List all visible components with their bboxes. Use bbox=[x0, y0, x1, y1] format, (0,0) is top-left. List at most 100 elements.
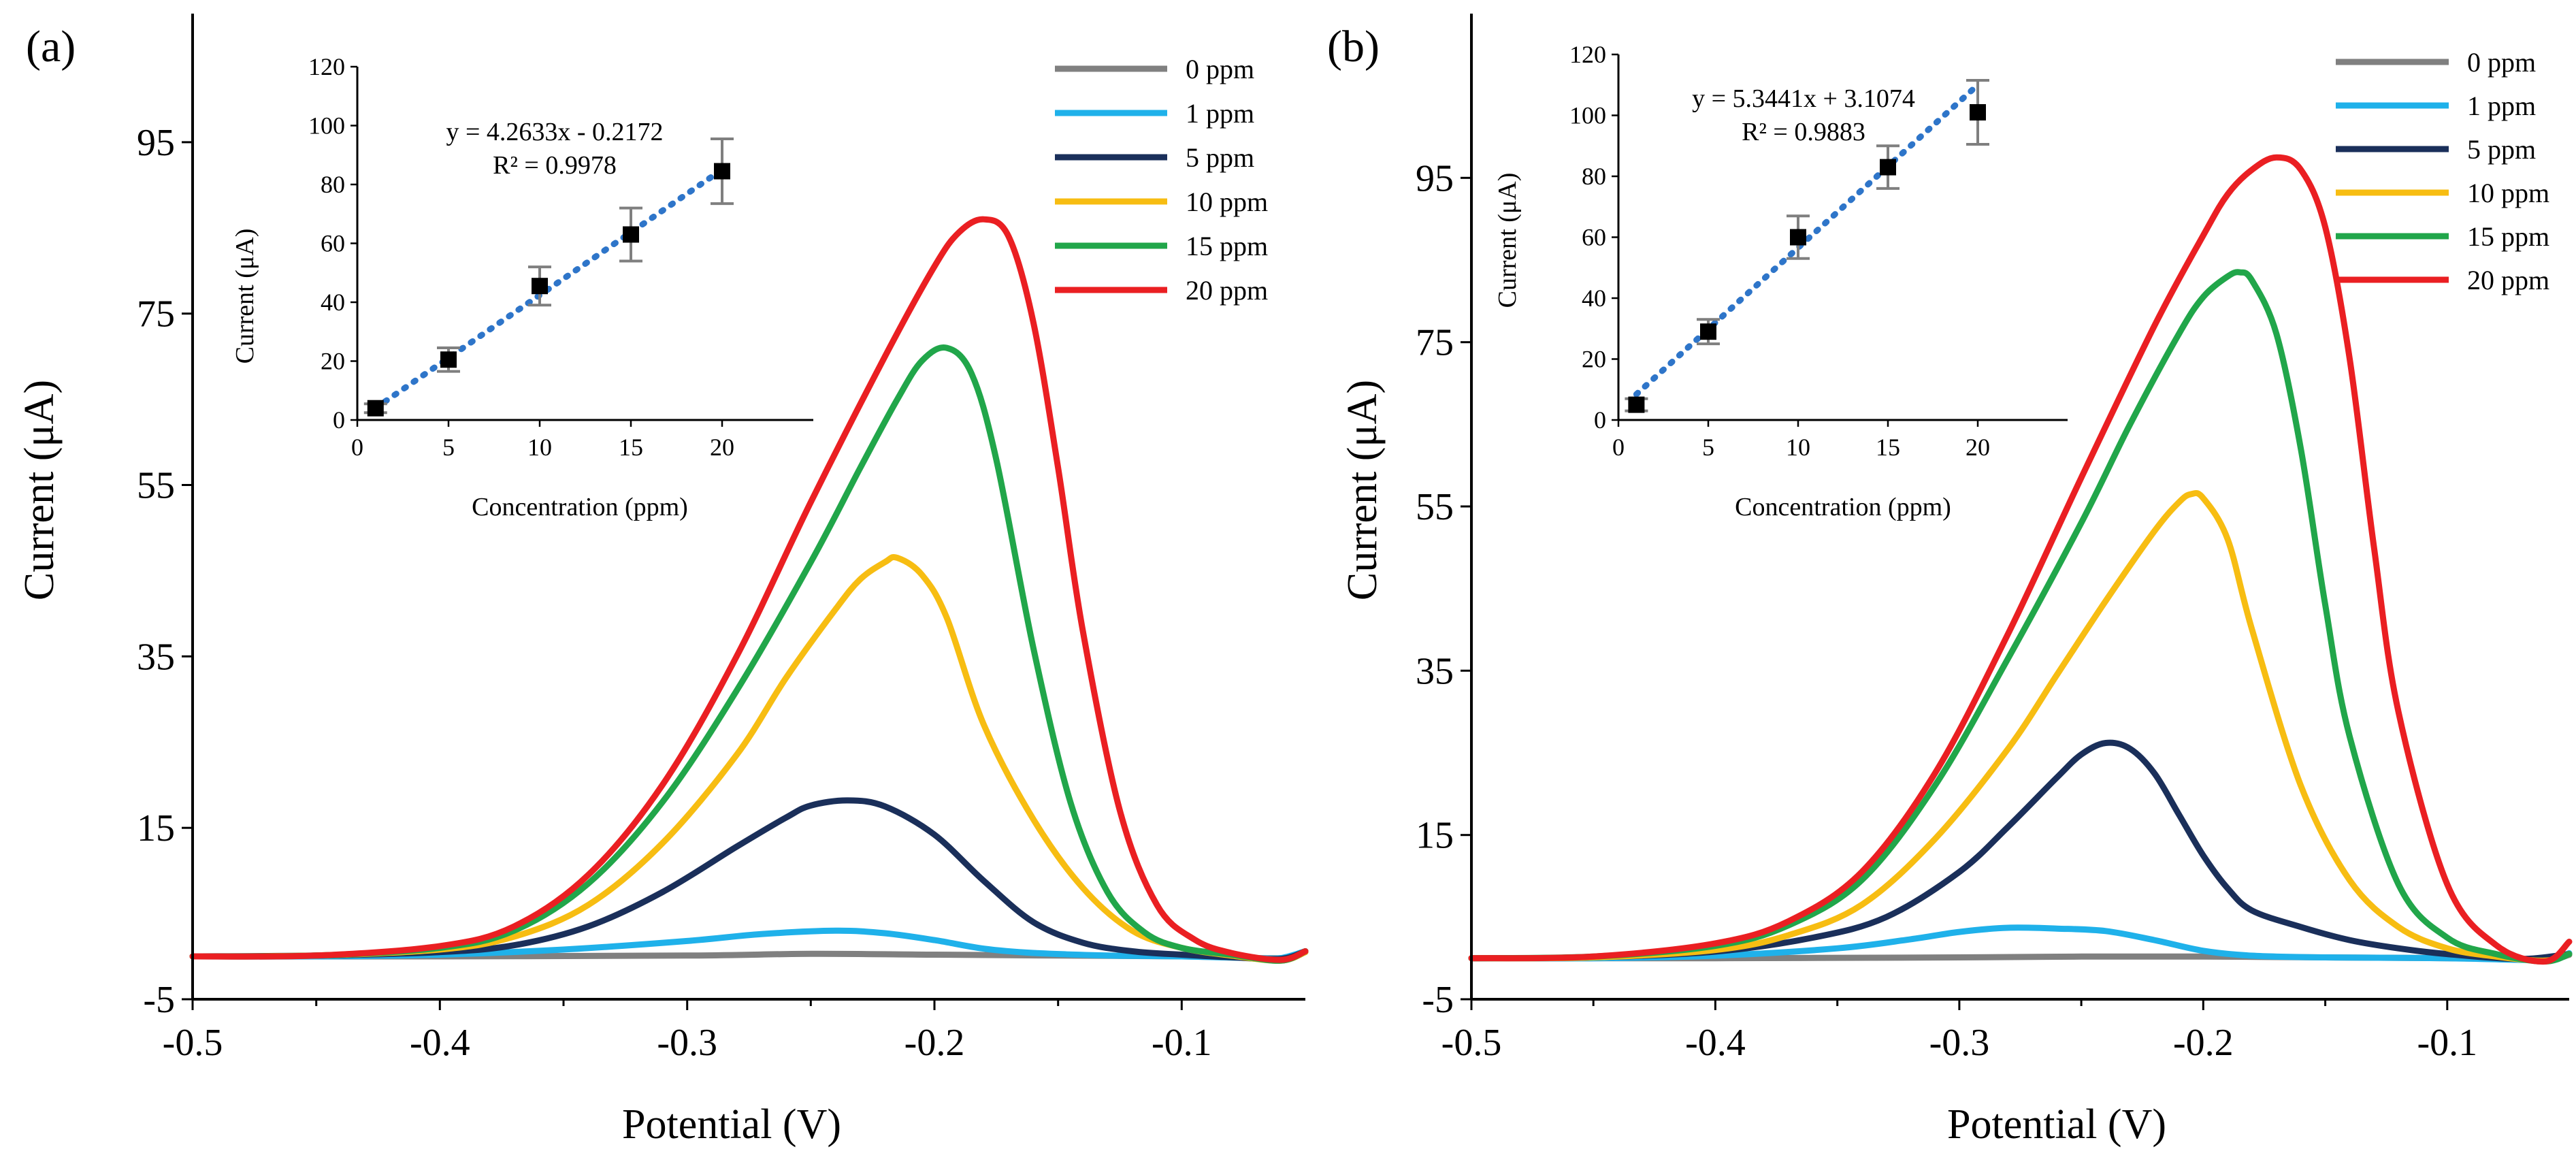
panel-b-label: (b) bbox=[1327, 22, 1380, 71]
inset-y-tick-label: 20 bbox=[1582, 346, 1606, 373]
inset-b-ticks bbox=[1612, 53, 1979, 427]
y-tick-label: 15 bbox=[1416, 815, 1454, 857]
y-tick-label: 35 bbox=[1416, 650, 1454, 692]
series-line-10-ppm bbox=[189, 553, 1309, 964]
panel-a-label: (a) bbox=[26, 22, 76, 71]
inset-b-y-axis-label: Current (μA) bbox=[1493, 173, 1522, 308]
inset-x-tick-label: 15 bbox=[619, 434, 643, 461]
inset-data-point bbox=[1880, 159, 1896, 176]
legend-entry: 20 ppm bbox=[1186, 275, 1268, 306]
y-tick-label: 95 bbox=[137, 122, 175, 164]
panel-a-y-axis-label: Current (μA) bbox=[16, 380, 63, 600]
panel-a-axes bbox=[191, 14, 1305, 1001]
inset-x-tick-label: 10 bbox=[1786, 434, 1810, 461]
inset-y-tick-label: 80 bbox=[1582, 163, 1606, 190]
panel-a-x-tick-labels: -0.5 -0.4 -0.3 -0.2 -0.1 bbox=[163, 1022, 1212, 1064]
legend-entry: 15 ppm bbox=[1186, 231, 1268, 261]
inset-y-tick-label: 60 bbox=[321, 230, 345, 257]
inset-y-tick-label: 0 bbox=[1594, 406, 1606, 434]
inset-x-tick-label: 0 bbox=[1612, 434, 1625, 461]
legend-entry: 0 ppm bbox=[2467, 47, 2536, 78]
inset-b-x-axis-label: Concentration (ppm) bbox=[1735, 493, 1951, 521]
y-tick-label: -5 bbox=[1422, 979, 1454, 1021]
inset-b-axes bbox=[1617, 54, 2068, 421]
inset-b-data bbox=[1625, 79, 1989, 413]
inset-y-tick-label: 20 bbox=[321, 348, 345, 375]
panel-b-axes bbox=[1470, 14, 2569, 1001]
inset-y-tick-label: 40 bbox=[321, 289, 345, 316]
y-tick-label: 75 bbox=[1416, 322, 1454, 364]
panel-a-plot-series bbox=[189, 216, 1309, 964]
x-tick-label: -0.3 bbox=[1929, 1022, 1990, 1064]
inset-data-point bbox=[440, 351, 457, 368]
x-tick-label: -0.4 bbox=[1685, 1022, 1746, 1064]
inset-a-y-tick-labels: 0 20 40 60 80 100 120 bbox=[308, 53, 345, 434]
inset-fit-line bbox=[372, 166, 725, 411]
inset-a-data bbox=[363, 137, 734, 417]
inset-a-axes bbox=[356, 67, 813, 421]
y-tick-label: 15 bbox=[137, 807, 175, 849]
panel-b-inset-calibration: 0 20 40 60 80 100 120 0 5 10 15 20 Curre… bbox=[1493, 41, 2068, 521]
inset-y-tick-label: 120 bbox=[308, 53, 345, 80]
series-line-5-ppm bbox=[189, 797, 1309, 962]
inset-data-point bbox=[714, 163, 730, 180]
legend-entry: 10 ppm bbox=[1186, 187, 1268, 217]
x-tick-label: -0.2 bbox=[904, 1022, 965, 1064]
inset-y-tick-label: 0 bbox=[333, 406, 345, 434]
series-line-10-ppm bbox=[1468, 489, 2573, 964]
inset-x-tick-label: 15 bbox=[1876, 434, 1900, 461]
x-tick-label: -0.5 bbox=[1441, 1022, 1502, 1064]
inset-data-point bbox=[1700, 323, 1716, 340]
inset-data-point bbox=[1628, 396, 1645, 413]
series-line-1-ppm bbox=[1468, 924, 2573, 963]
panel-b-axis-ticks bbox=[1461, 176, 2449, 1010]
inset-fit-line bbox=[1633, 82, 1981, 398]
series-line-20-ppm bbox=[189, 216, 1309, 963]
inset-b-equation: y = 5.3441x + 3.1074 bbox=[1692, 84, 1915, 113]
y-tick-label: 95 bbox=[1416, 157, 1454, 199]
legend-entry: 15 ppm bbox=[2467, 221, 2549, 252]
inset-y-tick-label: 40 bbox=[1582, 285, 1606, 312]
inset-y-tick-label: 100 bbox=[308, 112, 345, 140]
inset-y-tick-label: 80 bbox=[321, 171, 345, 198]
inset-a-x-tick-labels: 0 5 10 15 20 bbox=[351, 434, 734, 461]
inset-b-r-squared: R² = 0.9883 bbox=[1742, 118, 1865, 146]
y-tick-label: 55 bbox=[137, 465, 175, 507]
inset-data-point bbox=[532, 278, 548, 295]
inset-a-x-axis-label: Concentration (ppm) bbox=[472, 493, 688, 521]
panel-a-legend: 0 ppm 1 ppm 5 ppm 10 ppm 15 ppm 20 ppm bbox=[1055, 54, 1268, 306]
inset-y-tick-label: 120 bbox=[1569, 41, 1606, 68]
x-tick-label: -0.1 bbox=[2417, 1022, 2477, 1064]
panel-b-y-axis-label: Current (μA) bbox=[1339, 380, 1386, 600]
inset-data-point bbox=[623, 226, 639, 243]
x-tick-label: -0.2 bbox=[2173, 1022, 2234, 1064]
series-line-5-ppm bbox=[1468, 739, 2573, 962]
panel-a-inset-calibration: 0 20 40 60 80 100 120 0 5 10 15 20 Curre… bbox=[231, 53, 813, 521]
series-line-15-ppm bbox=[189, 344, 1309, 964]
panel-b-plot-series bbox=[1468, 154, 2573, 965]
y-tick-label: 35 bbox=[137, 636, 175, 678]
inset-x-tick-label: 10 bbox=[527, 434, 552, 461]
inset-data-point bbox=[367, 400, 384, 417]
inset-x-tick-label: 5 bbox=[442, 434, 455, 461]
legend-entry: 0 ppm bbox=[1186, 54, 1254, 84]
inset-b-y-tick-labels: 0 20 40 60 80 100 120 bbox=[1569, 41, 1606, 434]
panel-a-y-tick-labels: -5 15 35 55 75 95 bbox=[137, 122, 175, 1021]
panel-a: (a) Current (μA) Potential (V) -5 15 35 … bbox=[16, 14, 1309, 1148]
y-tick-label: -5 bbox=[143, 979, 175, 1021]
inset-x-tick-label: 0 bbox=[351, 434, 363, 461]
panel-b-x-axis-label: Potential (V) bbox=[1947, 1101, 2166, 1148]
panel-a-x-axis-label: Potential (V) bbox=[622, 1101, 841, 1148]
inset-y-tick-label: 60 bbox=[1582, 224, 1606, 251]
x-tick-label: -0.5 bbox=[163, 1022, 223, 1064]
legend-entry: 5 ppm bbox=[1186, 142, 1254, 173]
x-tick-label: -0.3 bbox=[657, 1022, 717, 1064]
x-tick-label: -0.1 bbox=[1152, 1022, 1212, 1064]
legend-entry: 5 ppm bbox=[2467, 134, 2536, 165]
inset-a-ticks bbox=[350, 65, 723, 427]
inset-x-tick-label: 20 bbox=[710, 434, 734, 461]
inset-x-tick-label: 5 bbox=[1702, 434, 1714, 461]
inset-a-y-axis-label: Current (μA) bbox=[231, 229, 259, 364]
x-tick-label: -0.4 bbox=[410, 1022, 470, 1064]
